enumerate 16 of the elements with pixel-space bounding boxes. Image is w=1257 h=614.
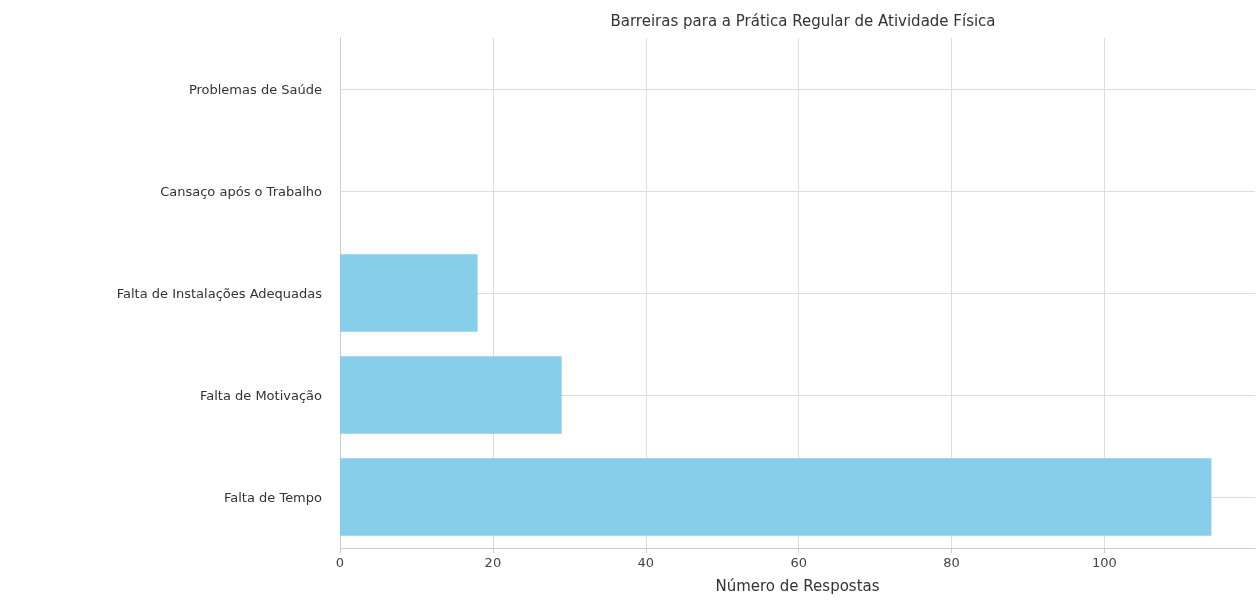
chart-title: Barreiras para a Prática Regular de Atividade Física <box>610 11 996 30</box>
bar <box>340 356 562 434</box>
bar <box>340 458 1212 536</box>
x-tick-label: 60 <box>790 555 807 570</box>
x-axis-title: Número de Respostas <box>715 576 880 595</box>
y-tick-label: Falta de Instalações Adequadas <box>116 285 323 301</box>
y-tick-label: Problemas de Saúde <box>188 81 322 97</box>
bar <box>340 254 478 332</box>
x-tick-label: 0 <box>335 555 345 570</box>
x-tick-label: 40 <box>637 555 655 570</box>
x-tick-label: 80 <box>943 555 960 570</box>
x-tick-label: 20 <box>484 555 502 570</box>
y-tick-label: Cansaço após o Trabalho <box>160 183 323 199</box>
y-tick-label: Falta de Tempo <box>223 489 323 505</box>
y-tick-label: Falta de Motivação <box>199 387 323 403</box>
x-tick-label: 100 <box>1092 555 1117 570</box>
